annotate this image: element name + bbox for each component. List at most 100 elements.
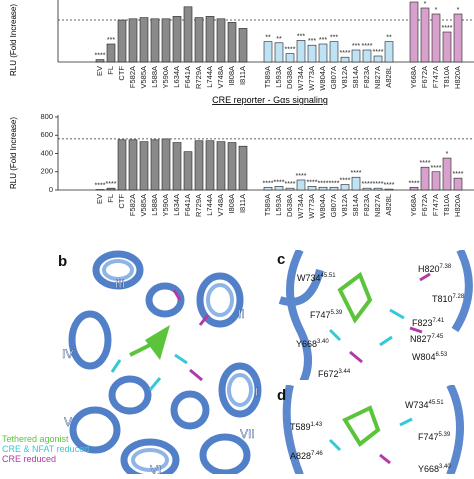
x-tick-label: F672A xyxy=(420,194,429,216)
x-tick-label: CTF xyxy=(117,194,126,209)
x-tick-label: T589A xyxy=(263,66,272,88)
y-tick-label: 400 xyxy=(40,148,53,157)
x-tick-label: G807A xyxy=(329,66,338,89)
x-tick-label: D638A xyxy=(285,66,294,89)
x-tick-label: R729A xyxy=(194,66,203,89)
x-tick-label: L744A xyxy=(205,66,214,88)
x-tick-label: N827A xyxy=(373,66,382,89)
significance-label: *** xyxy=(330,35,338,42)
y-tick-label: 200 xyxy=(40,167,53,176)
significance-label: * xyxy=(435,7,438,14)
significance-label: **** xyxy=(106,181,117,188)
helix-label: VII xyxy=(240,427,255,441)
y-axis-label: RLU (Fold Increase) xyxy=(9,117,18,189)
x-tick-label: V585A xyxy=(139,66,148,89)
x-tick-label: Y590A xyxy=(161,66,170,89)
bar xyxy=(410,2,418,62)
bar xyxy=(129,19,137,62)
bar xyxy=(308,45,316,62)
bar xyxy=(195,141,203,190)
residue-number: 3.44 xyxy=(339,369,351,375)
residue-label: W8046.53 xyxy=(412,352,448,362)
x-tick-label: G807A xyxy=(329,194,338,217)
residue-name: H820 xyxy=(418,264,440,274)
x-tick-label: F582A xyxy=(128,66,137,88)
residue-name: W804 xyxy=(412,352,436,362)
residue-label: N8277.45 xyxy=(410,334,444,344)
residue-label: H8207.38 xyxy=(418,264,452,274)
significance-label: **** xyxy=(340,178,351,185)
panel-label: d xyxy=(277,387,286,404)
bar xyxy=(330,187,338,190)
bar xyxy=(206,141,214,190)
x-tick-label: F641A xyxy=(183,66,192,88)
bar xyxy=(286,188,294,190)
panel-b-image: b III II IV I V VII VI xyxy=(52,250,266,474)
bar xyxy=(308,186,316,190)
bar xyxy=(374,188,382,190)
x-tick-label: EV xyxy=(95,194,104,204)
bar xyxy=(297,180,305,190)
bar xyxy=(454,178,462,190)
significance-label: **** xyxy=(274,179,285,186)
x-tick-label: I811A xyxy=(238,66,247,85)
bar xyxy=(206,16,214,62)
significance-label: **** xyxy=(431,165,442,172)
bar xyxy=(239,28,247,62)
x-tick-label: S814A xyxy=(351,194,360,217)
bar xyxy=(330,42,338,62)
legend-entry: CRE & NFAT reduced xyxy=(2,444,89,454)
residue-number: 1.43 xyxy=(311,422,323,428)
panel-label: c xyxy=(277,251,285,268)
residue-name: F823 xyxy=(412,318,433,328)
residue-number: 3.40 xyxy=(317,339,329,345)
significance-label: ** xyxy=(265,35,271,42)
x-tick-label: Y668A xyxy=(409,194,418,217)
significance-label: ** xyxy=(386,35,392,42)
significance-label: **** xyxy=(442,25,453,32)
bar xyxy=(319,187,327,190)
x-tick-label: F823A xyxy=(362,66,371,88)
x-tick-label: W773A xyxy=(307,66,316,91)
helix-label: V xyxy=(64,415,72,429)
residue-label: T5891.43 xyxy=(290,422,323,432)
bar xyxy=(319,44,327,62)
significance-label: **** xyxy=(453,171,464,178)
bar xyxy=(421,8,429,62)
significance-label: *** xyxy=(352,43,360,50)
residue-labels: H8207.38W73445.51T8107.28F7475.39F8237.4… xyxy=(296,264,465,379)
residue-name: Y668 xyxy=(418,464,439,474)
bar xyxy=(217,142,225,190)
residue-number: 45.51 xyxy=(321,273,337,279)
significance-label: * xyxy=(424,1,427,8)
bar xyxy=(275,43,283,62)
significance-label: **** xyxy=(420,160,431,167)
x-tick-label: T810A xyxy=(442,66,451,88)
x-tick-label: H820A xyxy=(453,66,462,89)
significance-label: **** xyxy=(95,183,106,190)
significance-label: **** xyxy=(318,180,329,187)
significance-label: **** xyxy=(373,49,384,56)
residue-name: F747 xyxy=(418,432,439,442)
x-tick-label: S814A xyxy=(351,66,360,89)
bar xyxy=(443,158,451,190)
x-tick-label: I808A xyxy=(227,194,236,214)
significance-label: **** xyxy=(409,180,420,187)
x-tick-label: F823A xyxy=(362,194,371,216)
bar xyxy=(363,50,371,62)
residue-label: T8107.28 xyxy=(432,294,465,304)
helix-label: I xyxy=(255,385,258,399)
significance-label: **** xyxy=(362,181,373,188)
y-tick-label: 600 xyxy=(40,130,53,139)
residue-number: 6.53 xyxy=(436,352,448,358)
x-tick-label: I811A xyxy=(238,194,247,213)
y-tick-label: 800 xyxy=(40,112,53,121)
bar xyxy=(275,186,283,190)
x-tick-label: Y590A xyxy=(161,194,170,217)
residue-number: 5.39 xyxy=(331,310,343,316)
x-tick-label: V812A xyxy=(340,194,349,217)
x-tick-label: L593A xyxy=(274,66,283,88)
helix-label: II xyxy=(238,307,245,321)
bar xyxy=(410,187,418,190)
